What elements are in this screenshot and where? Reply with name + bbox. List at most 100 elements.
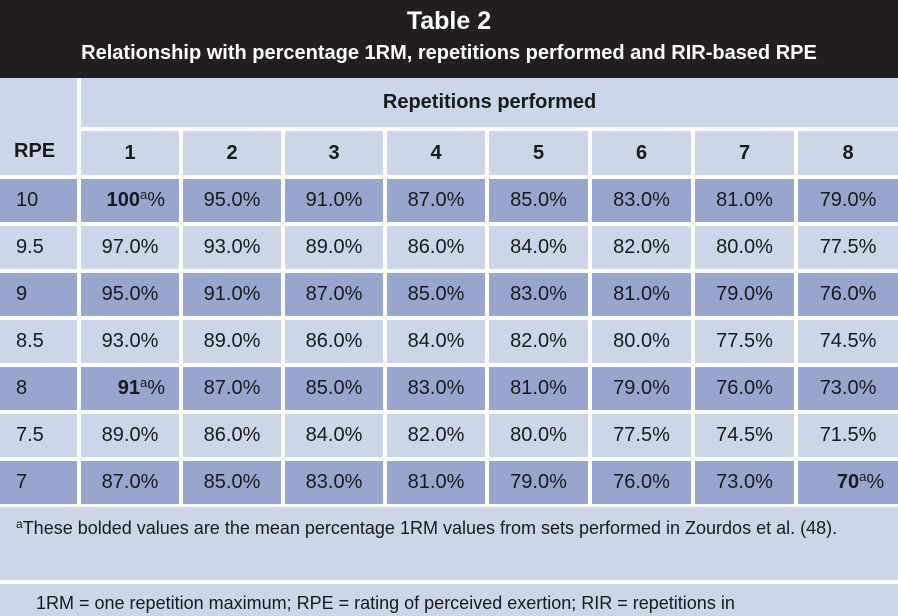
percentage-cell: 97.0% xyxy=(77,222,183,273)
column-header-reps-6: 6 xyxy=(588,127,695,179)
percentage-cell: 85.0% xyxy=(383,269,489,320)
percentage-cell: 82.0% xyxy=(588,222,695,273)
percentage-cell: 89.0% xyxy=(77,410,183,461)
percentage-cell: 84.0% xyxy=(383,316,489,367)
percentage-cell: 83.0% xyxy=(485,269,592,320)
percentage-cell: 71.5% xyxy=(793,410,898,461)
percentage-cell: 85.0% xyxy=(179,457,285,508)
percentage-cell: 87.0% xyxy=(383,175,489,226)
table-row: 10 100a% 95.0% 91.0% 87.0% 85.0% 83.0% 81.0% 79.… xyxy=(0,175,898,226)
percentage-cell: 87.0% xyxy=(179,363,285,414)
percentage-cell: 80.0% xyxy=(588,316,695,367)
percent-sign: % xyxy=(147,189,165,211)
column-header-reps-1: 1 xyxy=(77,127,183,179)
percentage-cell: 73.0% xyxy=(691,457,798,508)
percentage-cell: 83.0% xyxy=(383,363,489,414)
rpe-value-cell: 7 xyxy=(0,457,81,508)
footnote-marker: a xyxy=(139,375,148,390)
footnote-marker: a xyxy=(859,469,867,484)
header-row-group: RPE Repetitions performed xyxy=(0,78,898,179)
percentage-cell: 77.5% xyxy=(588,410,695,461)
rpe-column-header: RPE xyxy=(0,78,81,179)
percentage-cell: 84.0% xyxy=(281,410,387,461)
percentage-cell: 85.0% xyxy=(281,363,387,414)
table-row: 7.5 89.0% 86.0% 84.0% 82.0% 80.0% 77.5% 74.5% 71… xyxy=(0,410,898,461)
percentage-cell: 91.0% xyxy=(179,269,285,320)
percentage-cell: 79.0% xyxy=(588,363,695,414)
percentage-cell: 76.0% xyxy=(793,269,898,320)
percentage-cell: 79.0% xyxy=(485,457,592,508)
percentage-cell: 93.0% xyxy=(179,222,285,273)
percentage-cell: 83.0% xyxy=(588,175,695,226)
rpe-value-cell: 8 xyxy=(0,363,81,414)
column-header-reps-4: 4 xyxy=(383,127,489,179)
percentage-cell: 81.0% xyxy=(691,175,798,226)
percentage-cell: 79.0% xyxy=(793,175,898,226)
percentage-cell: 74.5% xyxy=(691,410,798,461)
bolded-value: 70 xyxy=(836,471,860,493)
footnote-abbreviations: 1RM = one repetition maximum; RPE = rati… xyxy=(36,593,735,613)
percentage-cell: 81.0% xyxy=(485,363,592,414)
percent-sign: % xyxy=(866,471,885,493)
rpe-value-cell: 7.5 xyxy=(0,410,81,461)
percentage-cell: 93.0% xyxy=(77,316,183,367)
percentage-cell: 89.0% xyxy=(179,316,285,367)
table-row: 7 87.0% 85.0% 83.0% 81.0% 79.0% 76.0% 73.0% 70a% xyxy=(0,457,898,508)
table-footnotes: aThese bolded values are the mean percen… xyxy=(0,507,898,616)
percentage-cell: 80.0% xyxy=(691,222,798,273)
percentage-cell: 83.0% xyxy=(281,457,387,508)
percentage-cell: 81.0% xyxy=(383,457,489,508)
percentage-cell: 84.0% xyxy=(485,222,592,273)
percentage-cell: 81.0% xyxy=(588,269,695,320)
percentage-cell: 86.0% xyxy=(383,222,489,273)
footnote-marker: a xyxy=(139,187,148,202)
table-row: 8 91a% 87.0% 85.0% 83.0% 81.0% 79.0% 76.0% 73.0% xyxy=(0,363,898,414)
percentage-cell: 77.5% xyxy=(691,316,798,367)
percentage-cell: 95.0% xyxy=(77,269,183,320)
footnote-divider xyxy=(0,580,898,584)
table-row: 8.5 93.0% 89.0% 86.0% 84.0% 82.0% 80.0% 77.5% 74… xyxy=(0,316,898,367)
repetitions-group-header: Repetitions performed xyxy=(76,78,898,131)
table-title-bar: Table 2 Relationship with percentage 1RM… xyxy=(0,0,898,78)
percentage-cell: 86.0% xyxy=(179,410,285,461)
percentage-cell: 91.0% xyxy=(281,175,387,226)
bolded-percentage-cell: 100a% xyxy=(77,175,183,226)
percentage-cell: 76.0% xyxy=(588,457,695,508)
percentage-cell: 76.0% xyxy=(691,363,798,414)
percentage-cell: 82.0% xyxy=(383,410,489,461)
footnote-a-text: These bolded values are the mean percent… xyxy=(22,518,838,538)
percentage-cell: 82.0% xyxy=(485,316,592,367)
column-header-reps-2: 2 xyxy=(179,127,285,179)
percentage-cell: 73.0% xyxy=(793,363,898,414)
column-header-reps-3: 3 xyxy=(281,127,387,179)
percentage-cell: 89.0% xyxy=(281,222,387,273)
bolded-percentage-cell: 70a% xyxy=(793,457,898,508)
column-header-reps-8: 8 xyxy=(793,127,898,179)
bolded-percentage-cell: 91a% xyxy=(77,363,183,414)
percent-sign: % xyxy=(147,377,165,399)
table-row: 9.5 97.0% 93.0% 89.0% 86.0% 84.0% 82.0% 80.0% 77… xyxy=(0,222,898,273)
bolded-value: 91 xyxy=(117,377,140,399)
footnote-a: aThese bolded values are the mean percen… xyxy=(16,515,882,541)
percentage-cell: 85.0% xyxy=(485,175,592,226)
column-header-reps-7: 7 xyxy=(691,127,798,179)
percentage-cell: 87.0% xyxy=(77,457,183,508)
percentage-cell: 87.0% xyxy=(281,269,387,320)
percentage-cell: 77.5% xyxy=(793,222,898,273)
rpe-value-cell: 9 xyxy=(0,269,81,320)
percentage-cell: 80.0% xyxy=(485,410,592,461)
table-title: Table 2 xyxy=(406,7,492,35)
column-header-reps-5: 5 xyxy=(485,127,592,179)
percentage-cell: 79.0% xyxy=(691,269,798,320)
percentage-cell: 95.0% xyxy=(179,175,285,226)
rpe-value-cell: 8.5 xyxy=(0,316,81,367)
table-body: 10 100a% 95.0% 91.0% 87.0% 85.0% 83.0% 81.0% 79.… xyxy=(0,175,898,508)
table-subtitle: Relationship with percentage 1RM, repeti… xyxy=(81,42,817,64)
bolded-value: 100 xyxy=(106,189,140,211)
percentage-cell: 74.5% xyxy=(793,316,898,367)
footnote-a-marker: a xyxy=(16,517,23,531)
percentage-cell: 86.0% xyxy=(281,316,387,367)
table-row: 9 95.0% 91.0% 87.0% 85.0% 83.0% 81.0% 79.0% 76.0… xyxy=(0,269,898,320)
